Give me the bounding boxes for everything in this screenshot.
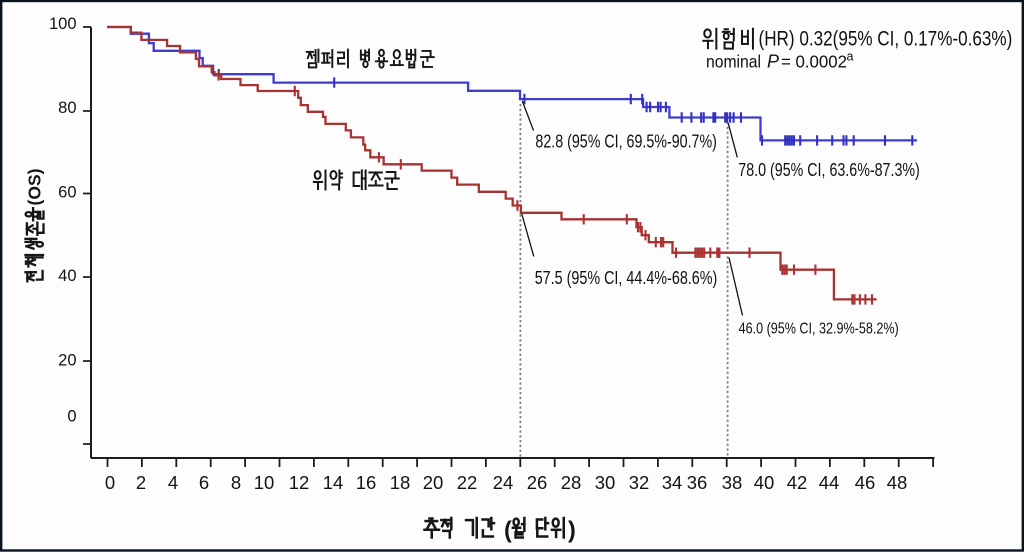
svg-text:100: 100 — [49, 15, 77, 33]
svg-text:30: 30 — [595, 472, 616, 493]
svg-text:32: 32 — [629, 472, 650, 493]
svg-text:22: 22 — [457, 472, 478, 493]
svg-text:38: 38 — [722, 472, 743, 493]
svg-text:40: 40 — [754, 472, 775, 493]
svg-text:60: 60 — [58, 184, 76, 202]
svg-text:8: 8 — [231, 472, 241, 493]
svg-text:): ) — [568, 517, 576, 543]
svg-text:(HR) 0.32(95% CI, 0.17%-0.63%): (HR) 0.32(95% CI, 0.17%-0.63%) — [759, 28, 1013, 51]
svg-text:(: ( — [504, 517, 512, 543]
svg-text:2: 2 — [136, 472, 146, 493]
svg-text:16: 16 — [356, 472, 377, 493]
svg-text:10: 10 — [254, 472, 275, 493]
svg-text:78.0 (95% CI, 63.6%-87.3%): 78.0 (95% CI, 63.6%-87.3%) — [738, 160, 920, 180]
svg-text:(OS): (OS) — [25, 169, 45, 206]
svg-text:34: 34 — [662, 472, 683, 493]
svg-text:24: 24 — [493, 472, 514, 493]
svg-text:46: 46 — [855, 472, 876, 493]
svg-text:42: 42 — [787, 472, 808, 493]
svg-text:0: 0 — [67, 408, 76, 426]
svg-text:4: 4 — [168, 472, 178, 493]
svg-text:= 0.0002: = 0.0002 — [781, 52, 847, 72]
svg-text:40: 40 — [58, 267, 76, 285]
svg-text:14: 14 — [323, 472, 344, 493]
svg-text:20: 20 — [58, 352, 76, 370]
svg-text:26: 26 — [527, 472, 548, 493]
svg-text:6: 6 — [199, 472, 209, 493]
svg-text:nominal: nominal — [706, 52, 761, 72]
svg-text:48: 48 — [887, 472, 908, 493]
svg-text:57.5 (95% CI, 44.4%-68.6%): 57.5 (95% CI, 44.4%-68.6%) — [535, 268, 718, 288]
svg-text:44: 44 — [819, 472, 840, 493]
svg-text:80: 80 — [58, 99, 76, 117]
svg-text:28: 28 — [561, 472, 582, 493]
svg-text:20: 20 — [423, 472, 444, 493]
svg-text:36: 36 — [687, 472, 708, 493]
svg-text:82.8 (95% CI, 69.5%-90.7%): 82.8 (95% CI, 69.5%-90.7%) — [535, 132, 717, 152]
svg-text:18: 18 — [390, 472, 411, 493]
svg-text:P: P — [767, 52, 779, 72]
svg-text:12: 12 — [289, 472, 310, 493]
svg-text:0: 0 — [105, 472, 115, 493]
svg-text:46.0 (95% CI, 32.9%-58.2%): 46.0 (95% CI, 32.9%-58.2%) — [739, 320, 899, 337]
svg-text:a: a — [847, 50, 854, 64]
